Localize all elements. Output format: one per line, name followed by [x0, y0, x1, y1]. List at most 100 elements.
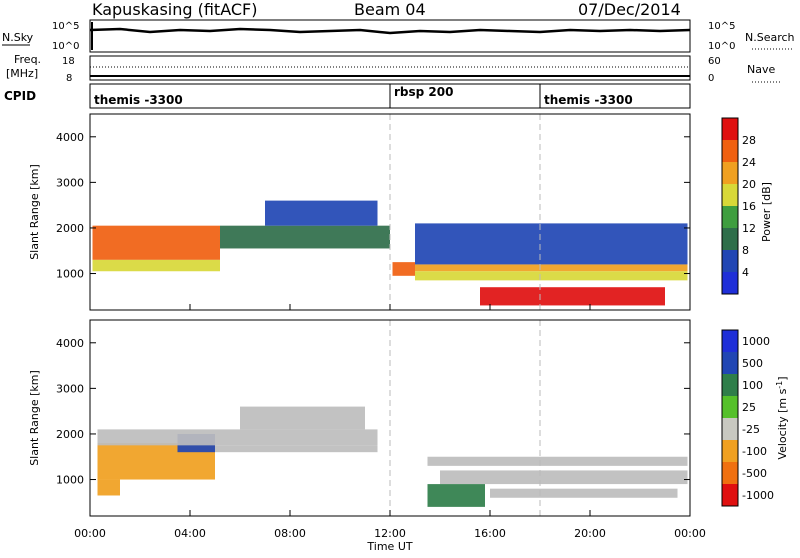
power-colorbar-swatch-1 [722, 250, 738, 272]
power-y-axis-label: Slant Range [km] [28, 164, 41, 260]
power-colorbar-label: Power [dB] [760, 182, 773, 242]
x-axis-label: Time UT [366, 540, 412, 553]
velocity-colorbar-swatch-5 [722, 440, 738, 462]
freq-panel: Freq. [MHz] 18 8 60 0 Nave [6, 53, 780, 84]
velocity-colorbar-tick-5: -100 [742, 445, 767, 458]
power-colorbar-tick-1: 8 [742, 244, 749, 257]
freq-label: Freq. [14, 53, 41, 66]
power-region-4 [392, 262, 415, 276]
beam-title: Beam 04 [354, 0, 426, 19]
velocity-region-4 [215, 445, 378, 453]
velocity-y-axis-label: Slant Range [km] [28, 370, 41, 466]
x-tick-label-0: 00:00 [74, 527, 106, 540]
nsky-tick-top: 10^5 [52, 21, 79, 32]
y-tick-label-1: 2000 [56, 428, 84, 441]
power-data-cells [92, 200, 688, 306]
velocity-colorbar-tick-6: -500 [742, 467, 767, 480]
y-tick-label-1: 2000 [56, 222, 84, 235]
velocity-region-9 [427, 484, 485, 507]
velocity-colorbar-tick-4: -25 [742, 423, 760, 436]
power-region-5 [415, 264, 688, 272]
power-colorbar-swatch-6 [722, 140, 738, 162]
velocity-data-cells [97, 406, 688, 507]
velocity-region-3 [97, 429, 378, 446]
power-colorbar-swatch-4 [722, 184, 738, 206]
nsearch-label: N.Search [745, 31, 795, 44]
velocity-colorbar-tick-2: 100 [742, 379, 763, 392]
power-region-6 [415, 271, 688, 281]
velocity-colorbar-tick-0: 1000 [742, 335, 770, 348]
freq-unit: [MHz] [6, 67, 38, 80]
y-tick-label-0: 1000 [56, 474, 84, 487]
x-tick-label-5: 20:00 [574, 527, 606, 540]
cpid-label: CPID [4, 89, 36, 103]
y-tick-label-0: 1000 [56, 268, 84, 281]
velocity-colorbar-swatch-2 [722, 374, 738, 396]
freq-tick-bottom: 8 [66, 73, 72, 84]
velocity-region-8 [490, 488, 678, 498]
cpid-segment-1: themis -3300 [94, 93, 183, 107]
cpid-segment-2: rbsp 200 [394, 85, 453, 99]
nsky-panel: N.Sky 10^5 10^0 10^5 10^0 N.Search [2, 19, 795, 53]
station-title: Kapuskasing (fitACF) [92, 0, 257, 19]
x-tick-label-2: 08:00 [274, 527, 306, 540]
velocity-colorbar-swatch-6 [722, 462, 738, 484]
power-colorbar: 4 8 12 16 20 24 28 [721, 117, 756, 295]
cpid-segment-3: themis -3300 [544, 93, 633, 107]
cpid-panel: CPID themis -3300 rbsp 200 themis -3300 [4, 83, 691, 109]
nsearch-tick-top: 10^5 [708, 21, 735, 32]
nave-label: Nave [747, 63, 775, 76]
power-y-ticks: 1000 2000 3000 4000 [56, 131, 690, 281]
velocity-region-5 [240, 406, 365, 430]
power-region-1 [92, 259, 220, 272]
power-colorbar-swatch-5 [722, 162, 738, 184]
nsky-trace [89, 27, 691, 35]
velocity-colorbar-swatch-4 [722, 418, 738, 440]
velocity-colorbar-tick-3: 25 [742, 401, 756, 414]
velocity-colorbar-swatch-3 [722, 396, 738, 418]
velocity-region-6 [427, 456, 688, 466]
y-tick-label-3: 4000 [56, 337, 84, 350]
velocity-colorbar-swatch-1 [722, 352, 738, 374]
date-title: 07/Dec/2014 [578, 0, 681, 19]
power-region-3 [265, 200, 378, 226]
y-tick-label-2: 3000 [56, 382, 84, 395]
nave-tick-bottom: 0 [708, 73, 714, 84]
velocity-colorbar-tick-7: -1000 [742, 489, 774, 502]
velocity-colorbar: 1000 500 100 25 -25 -100 -500 -1000 [721, 329, 774, 507]
velocity-panel: 1000 2000 3000 4000 Slant Range [km] 1000 50… [28, 319, 789, 517]
velocity-region-7 [440, 470, 688, 485]
power-colorbar-tick-5: 24 [742, 156, 756, 169]
freq-tick-top: 18 [62, 56, 75, 67]
power-colorbar-tick-4: 20 [742, 178, 756, 191]
y-tick-label-3: 4000 [56, 131, 84, 144]
x-axis-ticks: 00:00 04:00 08:00 12:00 16:00 20:00 00:00 [74, 304, 706, 540]
power-plot-area [90, 114, 690, 310]
nsearch-tick-bottom: 10^0 [708, 41, 735, 52]
power-colorbar-tick-6: 28 [742, 134, 756, 147]
velocity-plot-area [90, 320, 690, 516]
power-region-2 [220, 225, 390, 249]
nsky-tick-bottom: 10^0 [52, 41, 79, 52]
x-tick-label-1: 04:00 [174, 527, 206, 540]
x-tick-label-3: 12:00 [374, 527, 406, 540]
nsky-frame [89, 19, 691, 53]
power-colorbar-swatch-0 [722, 272, 738, 294]
power-region-0 [92, 225, 220, 260]
velocity-colorbar-tick-1: 500 [742, 357, 763, 370]
power-panel: 1000 2000 3000 4000 Slant Range [km] 4 8 12 16… [28, 113, 773, 311]
power-colorbar-swatch-7 [722, 118, 738, 140]
power-colorbar-tick-2: 12 [742, 222, 756, 235]
power-colorbar-frame [721, 117, 739, 295]
velocity-colorbar-frame [721, 329, 739, 507]
velocity-colorbar-swatch-0 [722, 330, 738, 352]
power-region-7 [415, 223, 688, 265]
freq-frame [89, 55, 691, 81]
velocity-region-1 [97, 479, 120, 496]
x-tick-label-4: 16:00 [474, 527, 506, 540]
y-tick-label-2: 3000 [56, 176, 84, 189]
power-colorbar-tick-0: 4 [742, 266, 749, 279]
power-colorbar-swatch-3 [722, 206, 738, 228]
